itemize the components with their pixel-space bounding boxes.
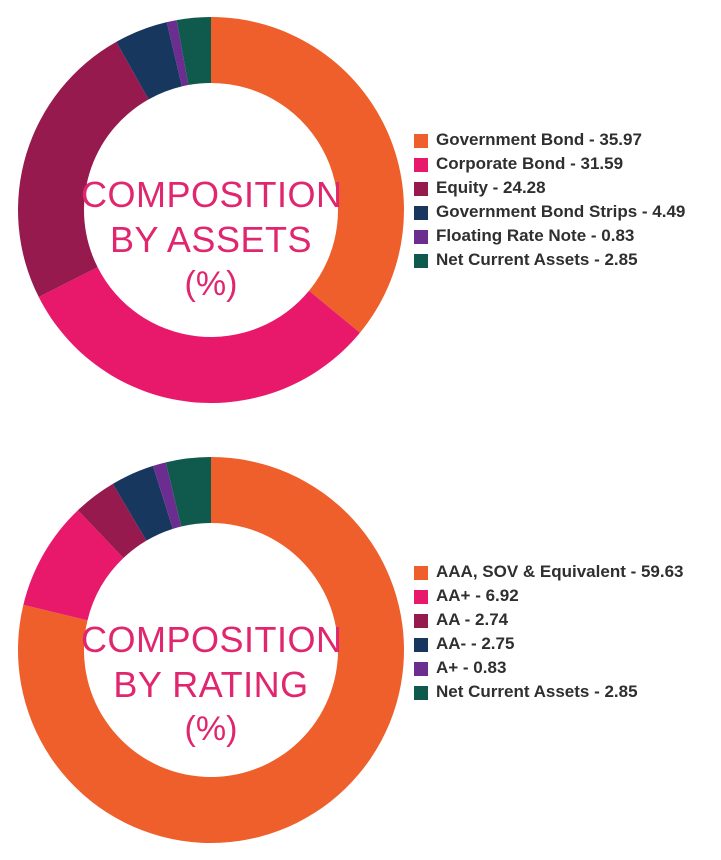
rating-unit-label: (%)	[184, 710, 238, 748]
legend-swatch	[414, 638, 428, 652]
legend-item: Equity - 24.28	[414, 176, 714, 200]
legend-item: AA- - 2.75	[414, 632, 714, 656]
assets-legend: Government Bond - 35.97 Corporate Bond -…	[414, 128, 714, 272]
legend-label: AA- - 2.75	[436, 634, 515, 653]
legend-swatch	[414, 662, 428, 676]
legend-item: Net Current Assets - 2.85	[414, 680, 714, 704]
donut-slice	[112, 465, 173, 541]
rating-composition-chart: COMPOSITION BY RATING (%) AAA, SOV & Equ…	[0, 440, 721, 860]
legend-label: AAA, SOV & Equivalent - 59.63	[436, 562, 684, 581]
legend-label: AA - 2.74	[436, 610, 509, 629]
donut-slice	[165, 457, 211, 527]
donut-slice	[211, 17, 404, 333]
assets-unit-label: (%)	[184, 265, 238, 303]
rating-legend: AAA, SOV & Equivalent - 59.63 AA+ - 6.92…	[414, 560, 714, 704]
rating-donut	[17, 457, 404, 843]
legend-label: Net Current Assets - 2.85	[436, 250, 638, 269]
legend-item: Government Bond Strips - 4.49	[414, 200, 714, 224]
legend-label: Net Current Assets - 2.85	[436, 682, 638, 701]
legend-label: Government Bond - 35.97	[436, 130, 642, 149]
assets-composition-chart: COMPOSITION BY ASSETS (%) Government Bon…	[0, 0, 721, 420]
legend-label: Equity - 24.28	[436, 178, 546, 197]
donut-slice	[17, 457, 404, 843]
donut-slice	[18, 41, 149, 298]
legend-item: Net Current Assets - 2.85	[414, 248, 714, 272]
legend-swatch	[414, 590, 428, 604]
legend-label: Floating Rate Note - 0.83	[436, 226, 635, 245]
donut-slice	[166, 20, 189, 87]
legend-item: AAA, SOV & Equivalent - 59.63	[414, 560, 714, 584]
assets-center-label: COMPOSITION BY ASSETS (%)	[81, 172, 343, 306]
legend-item: Government Bond - 35.97	[414, 128, 714, 152]
assets-title-line-1: COMPOSITION	[81, 174, 343, 215]
legend-item: Corporate Bond - 31.59	[414, 152, 714, 176]
legend-item: Floating Rate Note - 0.83	[414, 224, 714, 248]
assets-title-line-2: BY ASSETS	[110, 219, 312, 260]
rating-title-line-2: BY RATING	[113, 664, 309, 705]
legend-label: Corporate Bond - 31.59	[436, 154, 624, 173]
donut-slice	[38, 267, 360, 403]
legend-swatch	[414, 566, 428, 580]
donut-slice	[116, 22, 182, 100]
assets-donut	[18, 17, 404, 403]
legend-swatch	[414, 230, 428, 244]
legend-label: A+ - 0.83	[436, 658, 507, 677]
legend-swatch	[414, 254, 428, 268]
legend-swatch	[414, 686, 428, 700]
donut-slice	[23, 510, 124, 621]
legend-label: AA+ - 6.92	[436, 586, 519, 605]
legend-item: AA - 2.74	[414, 608, 714, 632]
legend-item: A+ - 0.83	[414, 656, 714, 680]
legend-swatch	[414, 614, 428, 628]
donut-slice	[176, 17, 211, 86]
rating-title-line-1: COMPOSITION	[81, 619, 343, 660]
legend-swatch	[414, 134, 428, 148]
donut-slice	[77, 483, 147, 559]
legend-swatch	[414, 182, 428, 196]
rating-center-label: COMPOSITION BY RATING (%)	[81, 617, 343, 751]
legend-swatch	[414, 206, 428, 220]
legend-label: Government Bond Strips - 4.49	[436, 202, 686, 221]
donut-slice	[152, 462, 182, 529]
legend-item: AA+ - 6.92	[414, 584, 714, 608]
legend-swatch	[414, 158, 428, 172]
